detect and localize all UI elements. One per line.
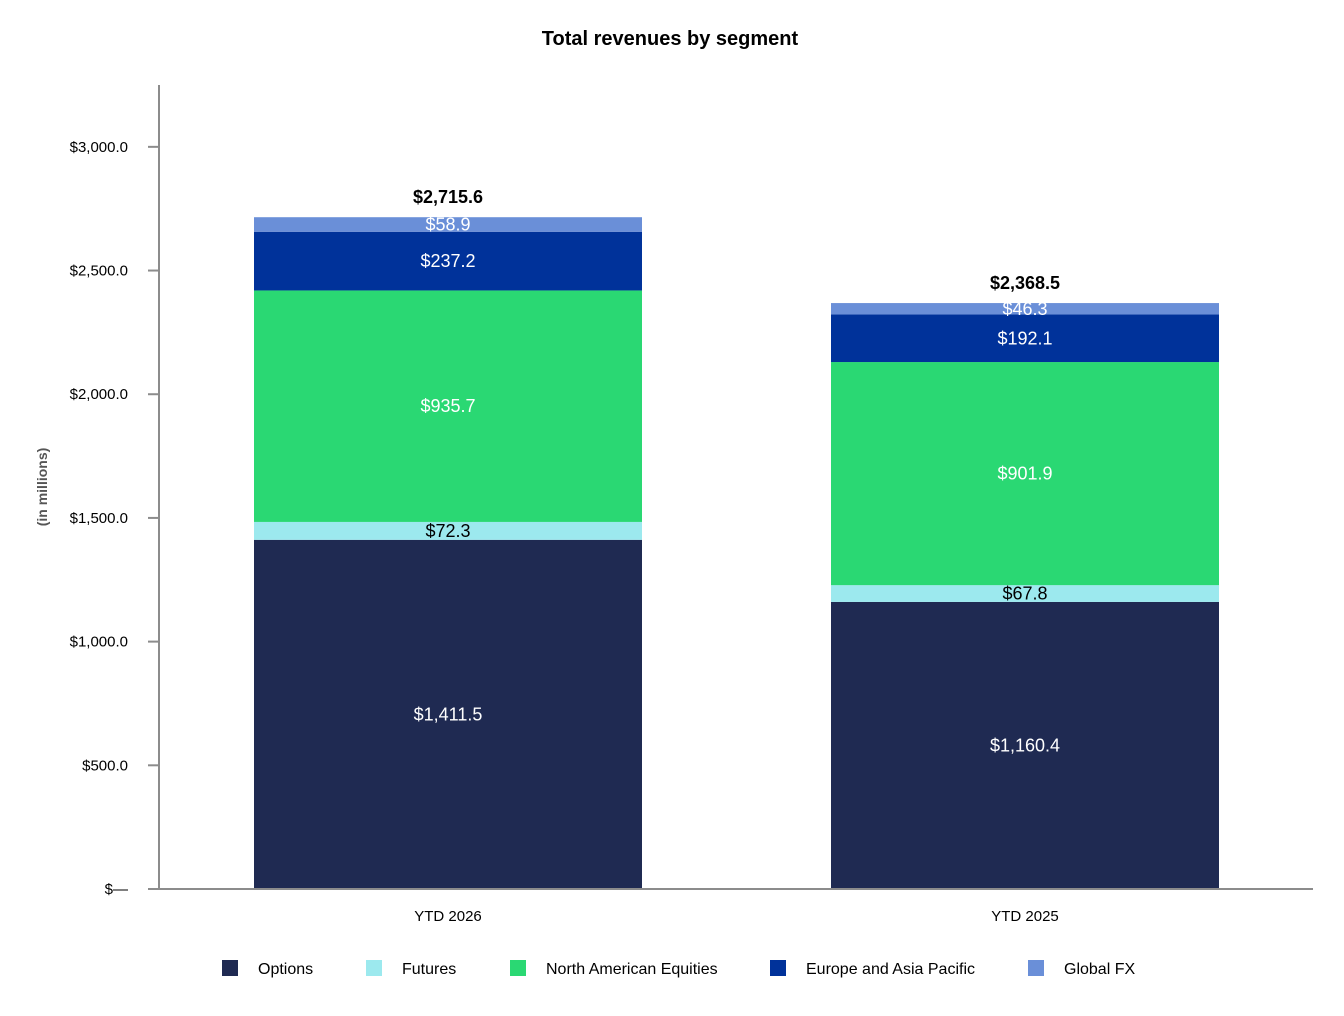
segment-labels: $1,411.5 $72.3 $935.7 $237.2 $58.9 $1,160.4 $6… xyxy=(414,214,1060,755)
bar-segment-north-american-equities xyxy=(831,362,1219,586)
y-tick-label: $1,500.0 xyxy=(70,510,128,527)
chart-title: Total revenues by segment xyxy=(542,28,799,50)
segment-value-label: $192.1 xyxy=(997,328,1052,348)
bar-segment-options xyxy=(831,601,1219,889)
y-axis-label: (in millions) xyxy=(34,448,50,527)
y-tick-label: $3,000.0 xyxy=(70,139,128,156)
segment-value-label: $58.9 xyxy=(425,214,470,234)
segment-value-label: $46.3 xyxy=(1002,299,1047,319)
bar-segment-futures xyxy=(831,585,1219,602)
bar-segment-global-fx xyxy=(254,217,642,232)
legend-swatch xyxy=(770,960,786,976)
bar-segment-north-american-equities xyxy=(254,290,642,522)
bar-segment-europe-and-asia-pacific xyxy=(831,314,1219,363)
y-tick-label: $2,000.0 xyxy=(70,386,128,403)
bars xyxy=(254,217,1219,889)
segment-value-label: $67.8 xyxy=(1002,584,1047,604)
y-tick-label: $1,000.0 xyxy=(70,634,128,651)
segment-value-label: $72.3 xyxy=(425,521,470,541)
segment-value-label: $1,411.5 xyxy=(414,704,483,724)
legend: Options Futures North American Equities Eur… xyxy=(222,960,1135,978)
legend-swatch xyxy=(510,960,526,976)
legend-swatch xyxy=(1028,960,1044,976)
segment-value-label: $1,160.4 xyxy=(990,735,1060,755)
legend-label: Futures xyxy=(402,961,456,978)
segment-value-label: $935.7 xyxy=(420,396,475,416)
x-tick-label: YTD 2026 xyxy=(414,908,482,925)
x-axis-ticks: YTD 2026 YTD 2025 xyxy=(414,908,1059,925)
y-tick-label: $500.0 xyxy=(82,757,128,774)
y-axis-ticks: $— $500.0 $1,000.0 $1,500.0 $2,000.0 $2,500.0… xyxy=(70,139,159,898)
bar-segment-options xyxy=(254,539,642,889)
y-tick-label: $— xyxy=(105,881,128,898)
bar-segment-futures xyxy=(254,521,642,540)
bar-segment-global-fx xyxy=(831,303,1219,315)
legend-swatch xyxy=(222,960,238,976)
y-tick-label: $2,500.0 xyxy=(70,263,128,280)
bar-total-label: $2,715.6 xyxy=(413,187,483,207)
segment-value-label: $901.9 xyxy=(997,464,1052,484)
legend-label: Options xyxy=(258,961,313,978)
bar-total-label: $2,368.5 xyxy=(990,273,1060,293)
legend-label: North American Equities xyxy=(546,961,718,978)
bar-segment-europe-and-asia-pacific xyxy=(254,231,642,291)
segment-value-label: $237.2 xyxy=(420,251,475,271)
legend-swatch xyxy=(366,960,382,976)
legend-label: Europe and Asia Pacific xyxy=(806,961,975,978)
x-tick-label: YTD 2025 xyxy=(991,908,1059,925)
legend-label: Global FX xyxy=(1064,961,1135,978)
total-labels: $2,715.6 $2,368.5 xyxy=(413,187,1060,293)
